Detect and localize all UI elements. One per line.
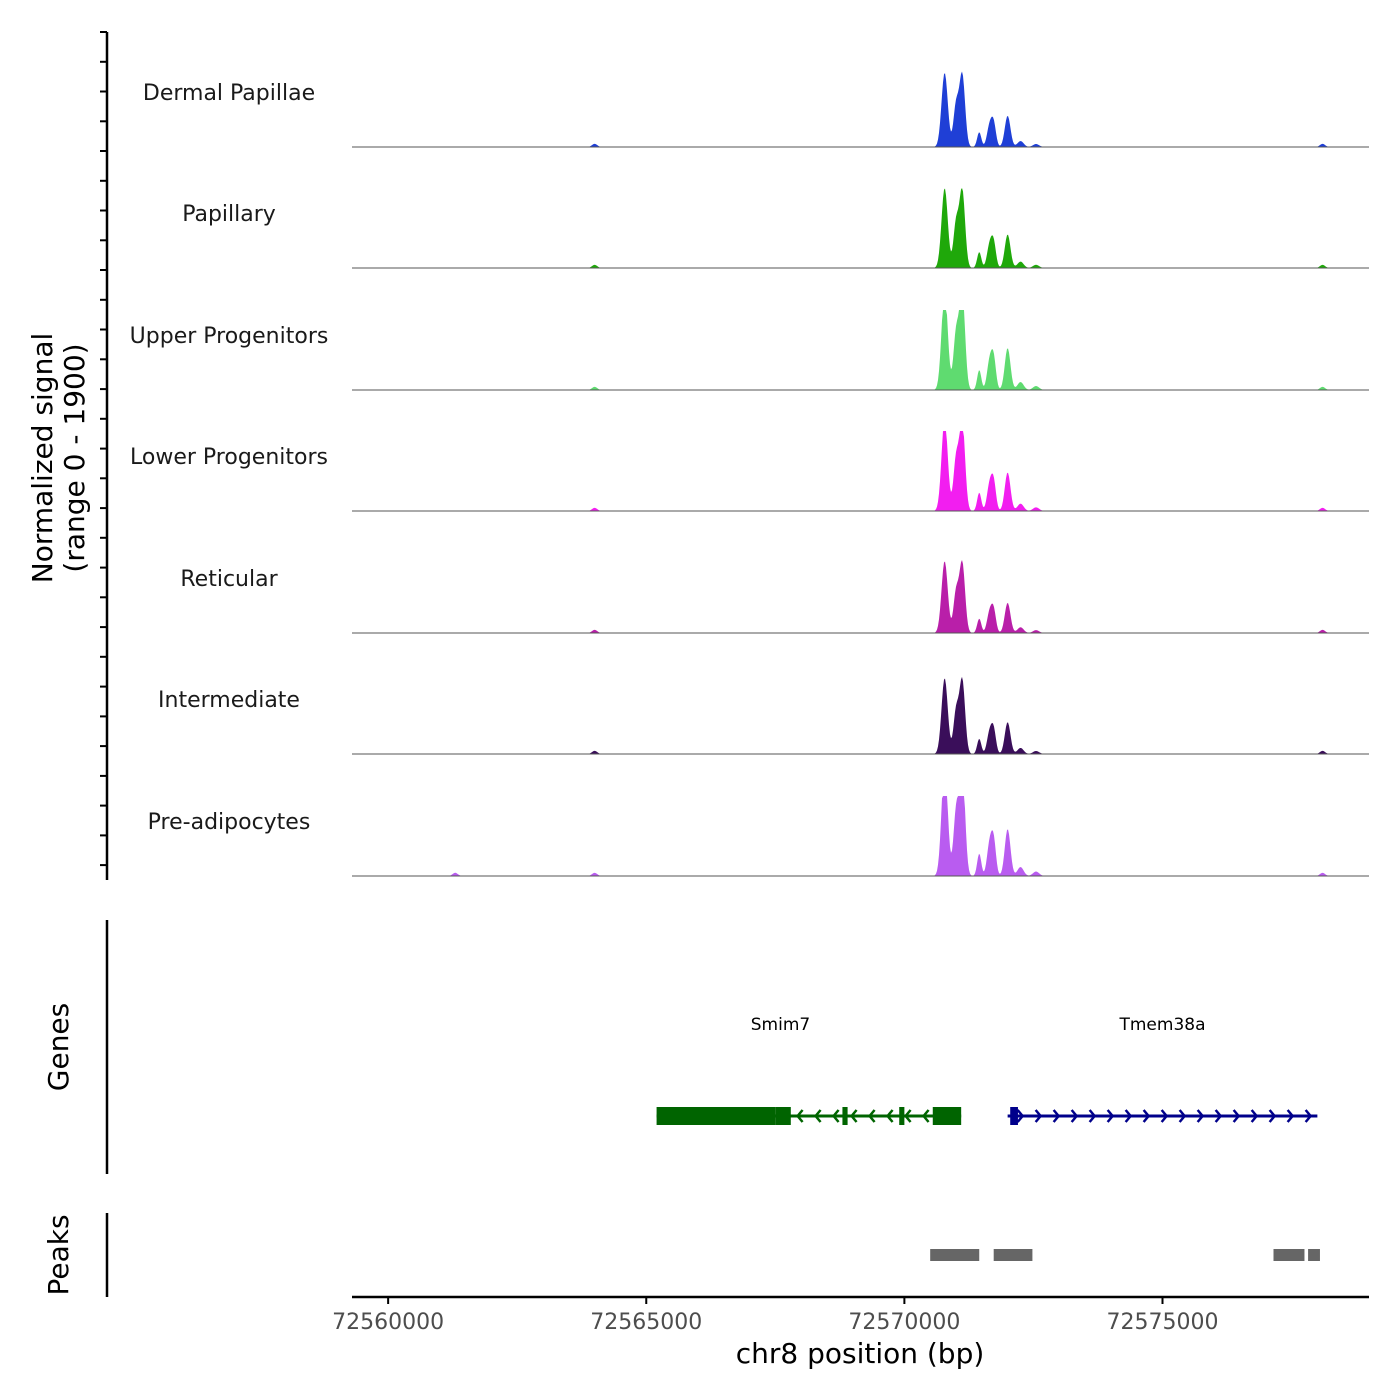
gene-strand-arrow [1070, 1109, 1079, 1123]
gene-strand-arrow [1124, 1109, 1133, 1123]
track-1: Papillary [182, 188, 1369, 269]
gene-exon [842, 1107, 848, 1125]
gene-exon [1010, 1107, 1018, 1125]
gene-strand-arrow [1052, 1109, 1061, 1123]
gene-strand-arrow [1088, 1109, 1097, 1123]
gene-exon [932, 1107, 962, 1125]
gene-strand-arrow [1178, 1109, 1187, 1123]
gene-strand-arrow [849, 1109, 858, 1123]
peaks-panel-label: Peaks [42, 1214, 75, 1295]
track-3: Lower Progenitors [130, 431, 1369, 512]
gene-strand-arrow [1160, 1109, 1169, 1123]
peaks-panel [930, 1249, 1320, 1261]
x-tick-label: 72570000 [848, 1310, 960, 1335]
track-label: Reticular [180, 567, 278, 592]
gene-exon [775, 1107, 791, 1125]
gene-strand-arrow [867, 1109, 876, 1123]
gene-strand-arrow [1106, 1109, 1115, 1123]
genes-panel-label: Genes [42, 1003, 75, 1091]
x-axis-title: chr8 position (bp) [736, 1337, 985, 1370]
gene-strand-arrow [831, 1109, 840, 1123]
genes-panel: Smim7 Tmem38a [656, 1015, 1318, 1125]
track-0: Dermal Papillae [143, 71, 1369, 148]
gene-strand-arrow [1286, 1109, 1295, 1123]
gene-exon [899, 1107, 905, 1125]
gene-strand-arrow [795, 1109, 804, 1123]
track-6: Pre-adipocytes [148, 796, 1369, 877]
track-label: Dermal Papillae [143, 81, 315, 106]
gene-strand-arrow [903, 1109, 912, 1123]
gene-strand-arrow [1304, 1109, 1313, 1123]
gene-strand-arrow [1016, 1109, 1025, 1123]
gene-smim7: Smim7 [656, 1015, 962, 1125]
track-label: Intermediate [158, 688, 300, 713]
gene-strand-arrow [1196, 1109, 1205, 1123]
peak-region [1273, 1249, 1305, 1261]
gene-strand-arrow [1034, 1109, 1043, 1123]
x-tick-label: 72575000 [1107, 1310, 1219, 1335]
track-5: Intermediate [158, 676, 1369, 755]
track-2: Upper Progenitors [130, 310, 1369, 391]
x-tick-label: 72560000 [332, 1310, 444, 1335]
signal-y-axis [100, 31, 109, 880]
track-label: Papillary [182, 202, 276, 227]
peak-region [930, 1249, 980, 1261]
gene-strand-arrow [813, 1109, 822, 1123]
y-axis-subtitle: (range 0 - 1900) [58, 343, 91, 572]
gene-tmem38a: Tmem38a [1007, 1015, 1318, 1125]
track-label: Pre-adipocytes [148, 810, 311, 835]
track-label: Lower Progenitors [130, 445, 328, 470]
gene-label: Tmem38a [1118, 1015, 1205, 1035]
peak-region [1308, 1249, 1320, 1261]
x-tick-label: 72565000 [590, 1310, 702, 1335]
gene-strand-arrow [1232, 1109, 1241, 1123]
gene-exon [656, 1107, 776, 1125]
gene-strand-arrow [885, 1109, 894, 1123]
peak-region [993, 1249, 1033, 1261]
track-4: Reticular [180, 559, 1369, 634]
gene-strand-arrow [1214, 1109, 1223, 1123]
gene-strand-arrow [921, 1109, 930, 1123]
track-label: Upper Progenitors [130, 324, 329, 349]
gene-strand-arrow [1142, 1109, 1151, 1123]
gene-strand-arrow [1268, 1109, 1277, 1123]
gene-strand-arrow [1250, 1109, 1259, 1123]
x-axis: 72560000 72565000 72570000 72575000 [332, 1295, 1369, 1335]
y-axis-title: Normalized signal [26, 333, 59, 584]
gene-label: Smim7 [751, 1015, 810, 1035]
signal-tracks: Dermal Papillae Papillary Upper Progenitor… [130, 71, 1369, 877]
